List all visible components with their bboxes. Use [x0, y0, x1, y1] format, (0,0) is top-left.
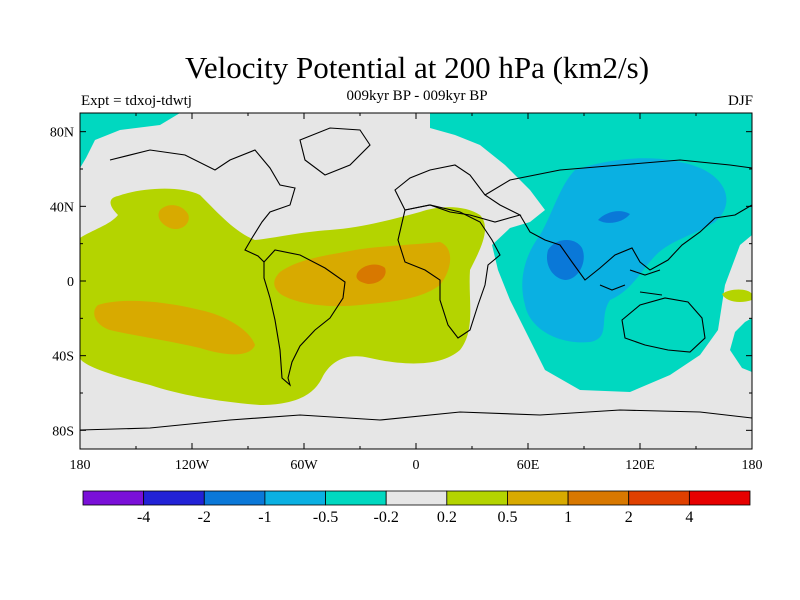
y-tick-label: 80N — [50, 126, 74, 141]
colorbar-label: -2 — [198, 509, 211, 526]
colorbar-swatch — [264, 490, 326, 506]
contour-positive-main — [80, 188, 486, 405]
colorbar-label: -0.5 — [313, 509, 338, 526]
contour-positive-north-pacific-core — [158, 205, 189, 230]
coast-south-america — [263, 249, 346, 387]
colorbar-swatch — [507, 490, 569, 506]
colorbar-swatch — [628, 490, 690, 506]
contour-negative-southwest-pacific — [730, 318, 752, 372]
x-tick-label: 60W — [290, 458, 318, 473]
colorbar: -4 -2 -1 -0.5 -0.2 0.2 0.5 1 2 4 — [82, 490, 751, 526]
x-tick-label: 120E — [625, 458, 655, 473]
colorbar-label: 0.5 — [497, 509, 517, 526]
x-tick-label: 0 — [413, 458, 420, 473]
colorbar-label: 4 — [685, 509, 693, 526]
colorbar-swatch — [567, 490, 630, 506]
coast-africa — [397, 204, 501, 339]
contour-field — [80, 113, 752, 449]
colorbar-label: -1 — [258, 509, 271, 526]
coast-asia — [484, 159, 752, 281]
y-axis: 80N 40N 0 40S 80S — [50, 126, 752, 439]
contour-positive-patch-east — [722, 289, 752, 302]
coastlines — [80, 127, 752, 431]
colorbar-swatch — [82, 490, 145, 506]
colorbar-label: -0.2 — [374, 509, 399, 526]
contour-negative-core-east — [598, 211, 630, 223]
colorbar-swatch — [688, 490, 751, 506]
contour-positive-peak — [356, 264, 386, 284]
coast-maritime-continent — [599, 269, 663, 296]
colorbar-swatch — [446, 490, 508, 506]
colorbar-label: 1 — [564, 509, 572, 526]
contour-negative-arctic-west — [80, 113, 180, 168]
colorbar-label: -4 — [137, 509, 150, 526]
x-tick-label: 120W — [175, 458, 210, 473]
colorbar-label: 0.2 — [437, 509, 457, 526]
colorbar-swatch — [325, 490, 387, 506]
coast-greenland — [299, 127, 371, 176]
contour-negative-core-bay — [546, 239, 584, 280]
y-tick-label: 80S — [52, 424, 74, 439]
colorbar-swatch — [143, 490, 205, 506]
chart-subtitle: 009kyr BP - 009kyr BP — [346, 88, 488, 104]
colorbar-label: 2 — [625, 509, 633, 526]
x-tick-label: 180 — [742, 458, 763, 473]
y-tick-label: 40N — [50, 200, 74, 215]
x-axis: 180 120W 60W 0 60E 120E 180 — [70, 113, 763, 473]
colorbar-swatch — [385, 490, 448, 506]
y-tick-label: 0 — [67, 275, 74, 290]
contour-negative-indian-ocean — [522, 158, 727, 343]
experiment-label: Expt = tdxoj-tdwtj — [81, 93, 192, 109]
season-label: DJF — [727, 93, 753, 109]
coast-antarctica — [80, 409, 752, 431]
x-tick-label: 60E — [517, 458, 540, 473]
y-tick-label: 40S — [52, 350, 74, 365]
chart-title: Velocity Potential at 200 hPa (km2/s) — [184, 50, 650, 85]
colorbar-swatch — [203, 490, 266, 506]
x-tick-label: 180 — [70, 458, 91, 473]
coast-australia — [621, 297, 706, 353]
contour-positive-pacific-core — [94, 300, 255, 355]
coast-north-america — [109, 149, 296, 263]
